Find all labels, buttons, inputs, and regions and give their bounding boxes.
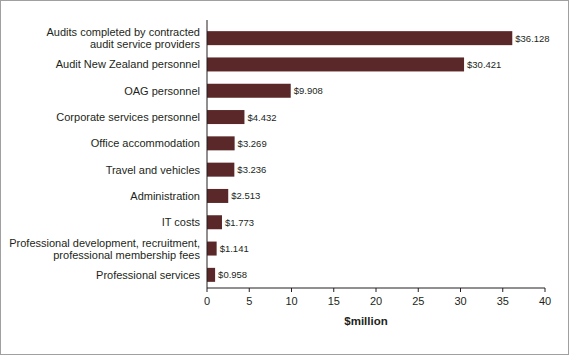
x-tick-label: 20 xyxy=(370,295,382,307)
chart: $36.128 $30.421 $9.908 $4.432 $3.269 $3.236 $2… xyxy=(0,0,569,355)
bar xyxy=(207,57,464,71)
category-label: Audit New Zealand personnel xyxy=(56,58,200,70)
category-label: IT costs xyxy=(162,216,201,228)
category-label-line: Audits completed by contracted xyxy=(47,26,200,38)
x-tick-label: 10 xyxy=(285,295,297,307)
category-label-line: Audit New Zealand personnel xyxy=(56,58,200,70)
x-tick xyxy=(545,288,546,292)
data-label: $9.908 xyxy=(294,85,323,96)
x-tick xyxy=(207,288,208,292)
category-label: Travel and vehicles xyxy=(106,164,201,176)
data-label: $3.236 xyxy=(237,164,266,175)
x-tick xyxy=(291,288,292,292)
x-tick xyxy=(502,288,503,292)
category-label-line: IT costs xyxy=(162,216,201,228)
data-label: $36.128 xyxy=(515,33,549,44)
bar xyxy=(207,31,512,45)
data-label: $4.432 xyxy=(247,112,276,123)
category-label-line: OAG personnel xyxy=(124,85,200,97)
x-tick xyxy=(249,288,250,292)
bar xyxy=(207,242,217,256)
x-tick-label: 25 xyxy=(412,295,424,307)
category-label-line: Professional development, recruitment, xyxy=(9,237,200,249)
data-label: $2.513 xyxy=(231,190,260,201)
x-tick xyxy=(333,288,334,292)
x-tick-label: 40 xyxy=(539,295,551,307)
bars xyxy=(207,31,512,282)
data-label: $3.269 xyxy=(238,138,267,149)
bar xyxy=(207,84,291,98)
category-label: Corporate services personnel xyxy=(56,111,200,123)
data-label: $1.141 xyxy=(220,243,249,254)
data-label: $1.773 xyxy=(225,217,254,228)
category-label: Office accommodation xyxy=(91,137,200,149)
category-label-line: Corporate services personnel xyxy=(56,111,200,123)
x-axis-title: $million xyxy=(344,315,387,327)
category-label-line: Professional services xyxy=(96,269,200,281)
category-label: Administration xyxy=(130,190,200,202)
category-label-line: professional membership fees xyxy=(53,249,200,261)
x-tick-label: 5 xyxy=(246,295,252,307)
x-tick xyxy=(460,288,461,292)
bar xyxy=(207,215,222,229)
data-label: $0.958 xyxy=(218,269,247,280)
bar xyxy=(207,136,235,150)
category-label-line: Office accommodation xyxy=(91,137,200,149)
category-label-line: audit service providers xyxy=(90,38,201,50)
bar xyxy=(207,189,228,203)
category-label: OAG personnel xyxy=(124,85,200,97)
data-label: $30.421 xyxy=(467,59,501,70)
category-label: Professional services xyxy=(96,269,200,281)
x-tick-label: 35 xyxy=(497,295,509,307)
bar xyxy=(207,163,234,177)
x-tick-label: 30 xyxy=(454,295,466,307)
category-label-line: Travel and vehicles xyxy=(106,164,201,176)
category-label: Professional development, recruitment,pr… xyxy=(9,237,200,261)
bar xyxy=(207,268,215,282)
category-label: Audits completed by contractedaudit serv… xyxy=(47,26,201,50)
x-tick-label: 15 xyxy=(328,295,340,307)
category-label-line: Administration xyxy=(130,190,200,202)
x-tick-label: 0 xyxy=(204,295,210,307)
bar xyxy=(207,110,244,124)
y-axis-line xyxy=(207,20,208,288)
x-tick xyxy=(418,288,419,292)
x-tick xyxy=(376,288,377,292)
